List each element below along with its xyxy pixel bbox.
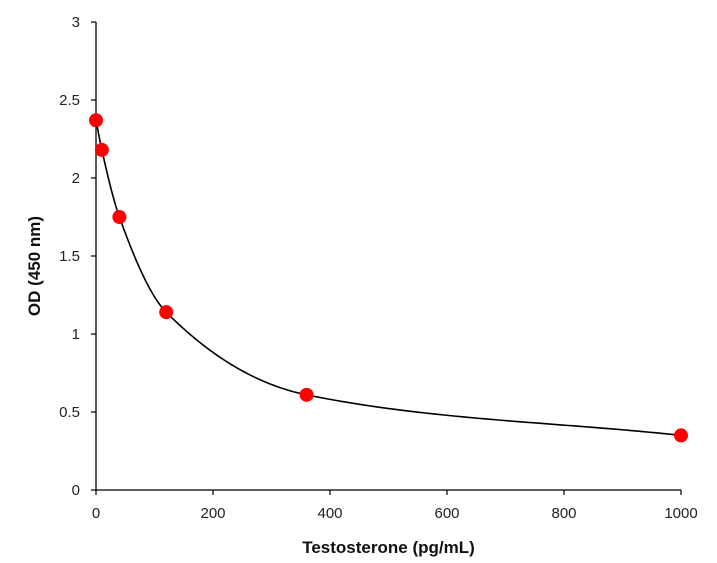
axes <box>95 22 681 491</box>
x-tick-label: 600 <box>434 505 459 522</box>
y-axis-title: OD (450 nm) <box>25 216 44 316</box>
data-point <box>674 428 688 443</box>
y-tick-label: 1.5 <box>59 248 80 265</box>
y-tick-label: 0.5 <box>59 404 80 421</box>
x-tick-label: 800 <box>551 505 576 522</box>
y-tick-label: 1 <box>72 326 80 343</box>
fit-curve <box>95 120 682 437</box>
data-point <box>159 305 174 320</box>
data-point <box>89 113 103 128</box>
x-axis-title: Testosterone (pg/mL) <box>302 538 475 557</box>
x-tick-label: 200 <box>200 505 225 522</box>
data-point <box>299 387 314 402</box>
y-tick-label: 2 <box>72 170 80 187</box>
y-tick-label: 3 <box>72 14 80 31</box>
x-tick-label: 0 <box>92 505 100 522</box>
data-points <box>89 113 688 443</box>
y-tick-label: 0 <box>72 482 80 499</box>
y-axis-ticks: 0 0.5 1 1.5 2 2.5 3 <box>59 14 96 499</box>
x-tick-label: 1000 <box>664 505 697 522</box>
x-tick-label: 400 <box>317 505 342 522</box>
data-point <box>94 142 109 157</box>
y-tick-label: 2.5 <box>59 92 80 109</box>
x-axis-ticks: 0 200 400 600 800 1000 <box>92 490 698 522</box>
data-point <box>112 210 127 224</box>
